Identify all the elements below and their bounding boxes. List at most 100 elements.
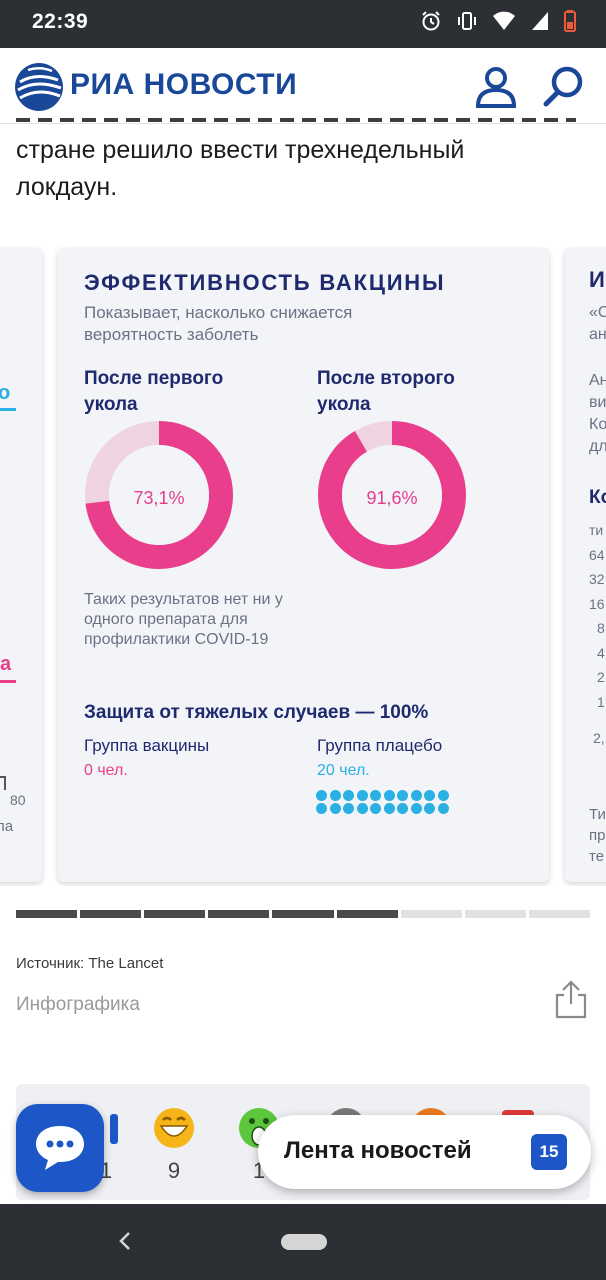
placebo-case-dot bbox=[383, 790, 395, 801]
placebo-case-dot bbox=[437, 790, 449, 801]
carousel-progress[interactable] bbox=[16, 910, 590, 918]
vaccine-group-count: 0 чел. bbox=[84, 762, 128, 779]
brand-name[interactable]: РИА НОВОСТИ bbox=[70, 68, 298, 101]
right-line: ви bbox=[589, 394, 606, 411]
second-dose-center bbox=[342, 445, 442, 545]
placebo-case-dot bbox=[356, 803, 368, 814]
right-footer-line: Ти bbox=[589, 806, 606, 823]
vaccine-efficacy-card[interactable]: ЭФФЕКТИВНОСТЬ ВАКЦИНЫ Показывает, наскол… bbox=[58, 248, 549, 882]
placebo-case-dot bbox=[410, 790, 422, 801]
right-axis-label: 64 bbox=[589, 546, 605, 563]
alarm-icon bbox=[422, 11, 440, 31]
left-pink-underline bbox=[0, 680, 16, 683]
right-footer: Ти пр те bbox=[589, 804, 606, 867]
infographic-subtitle: Показывает, насколько снижается вероятно… bbox=[84, 303, 353, 344]
left-axis-fragment: 80 bbox=[10, 792, 26, 808]
system-nav-bar bbox=[0, 1204, 606, 1280]
battery-icon bbox=[564, 10, 576, 32]
placebo-case-dot bbox=[329, 790, 341, 801]
first-dose-value-arc bbox=[85, 421, 233, 569]
right-lines-a: «С ан bbox=[589, 302, 606, 346]
site-header: РИА НОВОСТИ bbox=[0, 48, 606, 124]
left-axis-mark bbox=[0, 776, 6, 790]
signal-icon bbox=[532, 12, 548, 30]
right-axis-labels: ти 64 32 16 8 4 2 1 2, bbox=[589, 518, 605, 751]
vibrate-icon bbox=[458, 12, 476, 30]
ria-logo-icon[interactable] bbox=[14, 62, 64, 116]
news-feed-label: Лента новостей bbox=[284, 1137, 472, 1164]
vaccine-group-label: Группа вакцины bbox=[84, 736, 210, 755]
laugh-emoji-icon[interactable] bbox=[144, 1106, 204, 1154]
chat-button[interactable] bbox=[16, 1104, 104, 1192]
right-axis-label: 8 bbox=[597, 620, 605, 636]
placebo-group-count: 20 чел. bbox=[317, 762, 370, 779]
progress-segment[interactable] bbox=[16, 910, 78, 918]
status-bar: 22:39 bbox=[0, 0, 606, 48]
placebo-case-dot bbox=[424, 803, 435, 814]
placebo-case-dot bbox=[343, 803, 354, 814]
progress-segment[interactable] bbox=[80, 910, 142, 918]
second-dose-label: После второго укола bbox=[317, 368, 455, 415]
thumbs-up-icon[interactable] bbox=[76, 1106, 136, 1154]
status-time: 22:39 bbox=[32, 10, 89, 33]
source-credit: Источник: The Lancet bbox=[16, 955, 164, 972]
right-heading-fragment: Ко bbox=[589, 487, 606, 508]
first-dose-center bbox=[109, 445, 209, 545]
first-dose-donut bbox=[85, 421, 233, 569]
category-label[interactable]: Инфографика bbox=[16, 994, 140, 1015]
left-label-fragment: ла bbox=[0, 818, 14, 835]
placebo-case-dot bbox=[383, 803, 395, 814]
placebo-dots bbox=[316, 790, 456, 814]
previous-slide-card[interactable]: о а 80 ла bbox=[0, 248, 42, 882]
left-underline bbox=[0, 408, 16, 411]
progress-segment[interactable] bbox=[272, 910, 334, 918]
placebo-case-dot bbox=[316, 790, 327, 801]
share-icon[interactable] bbox=[554, 980, 588, 1024]
placebo-group-label: Группа плацебо bbox=[317, 736, 443, 755]
efficacy-note: Таких результатов нет ни у одного препар… bbox=[84, 591, 283, 648]
status-icons bbox=[420, 10, 576, 32]
second-dose-donut bbox=[318, 421, 466, 569]
news-feed-button[interactable]: Лента новостей 15 bbox=[258, 1115, 591, 1189]
back-icon[interactable] bbox=[116, 1230, 134, 1256]
progress-segment[interactable] bbox=[464, 910, 526, 918]
progress-segment[interactable] bbox=[528, 910, 590, 918]
article-line: локдаун. bbox=[16, 173, 118, 201]
right-line: «С bbox=[589, 304, 606, 321]
infographic-carousel[interactable]: о а 80 ла ЭФФЕКТИВНОСТЬ ВАКЦИНЫ Показыва… bbox=[0, 246, 606, 886]
right-footer-line: пр bbox=[589, 827, 606, 844]
right-axis-label: ти bbox=[589, 522, 604, 538]
infographic-title: ЭФФЕКТИВНОСТЬ ВАКЦИНЫ bbox=[84, 270, 446, 295]
placebo-case-dot bbox=[437, 803, 449, 814]
right-line: Ан bbox=[589, 372, 606, 389]
home-pill-icon[interactable] bbox=[281, 1234, 327, 1250]
second-dose-value: 91,6% bbox=[366, 488, 418, 508]
article-line: стране решило ввести трехнедельный bbox=[16, 136, 465, 164]
severe-protection-title: Защита от тяжелых случаев — 100% bbox=[84, 702, 429, 723]
right-line: дл bbox=[589, 438, 606, 455]
wifi-icon bbox=[493, 11, 515, 30]
right-axis-label: 2, bbox=[593, 730, 605, 746]
article-clipped-line bbox=[0, 118, 606, 130]
news-feed-badge: 15 bbox=[531, 1134, 567, 1170]
search-icon[interactable] bbox=[542, 64, 586, 112]
right-title-fragment: И bbox=[589, 267, 605, 292]
next-slide-card[interactable]: И «С ан Ан ви Ко дл Ко ти 64 32 16 8 4 2… bbox=[565, 248, 606, 882]
profile-icon[interactable] bbox=[474, 64, 518, 112]
placebo-case-dot bbox=[370, 790, 381, 801]
right-axis-label: 32 bbox=[589, 571, 605, 587]
placebo-case-dot bbox=[397, 790, 408, 801]
right-axis-label: 1 bbox=[597, 693, 605, 710]
chat-bubble-icon bbox=[36, 1126, 84, 1170]
right-footer-line: те bbox=[589, 848, 605, 865]
right-axis-label: 4 bbox=[597, 644, 605, 661]
placebo-case-dot bbox=[370, 803, 381, 814]
article-body: стране решило ввести трехнедельный локда… bbox=[16, 132, 596, 206]
second-dose-value-arc bbox=[318, 421, 466, 569]
progress-segment[interactable] bbox=[336, 910, 398, 918]
left-pink-fragment: а bbox=[0, 653, 12, 675]
progress-segment[interactable] bbox=[400, 910, 462, 918]
progress-segment[interactable] bbox=[208, 910, 270, 918]
progress-segment[interactable] bbox=[144, 910, 206, 918]
first-dose-value: 73,1% bbox=[133, 488, 185, 508]
